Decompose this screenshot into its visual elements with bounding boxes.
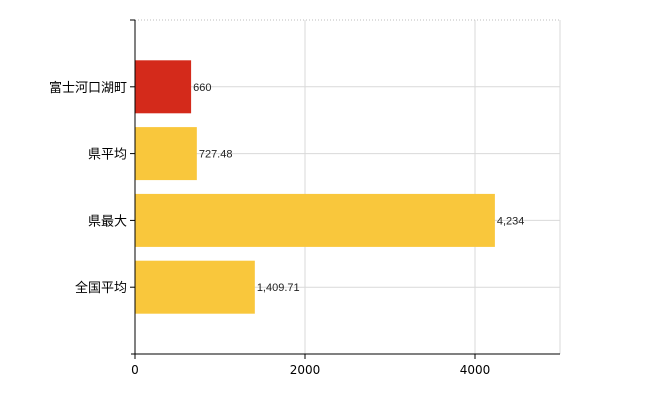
labels: 660 727.48 4,234 1,409.71 0 2000 4000 富士河口湖町県平均… xyxy=(49,80,524,377)
data-label: 1,409.71 xyxy=(257,282,300,294)
bar xyxy=(135,127,197,181)
category-label: 県最大 xyxy=(88,214,127,229)
x-tick-label: 4000 xyxy=(460,363,491,377)
data-label: 4,234 xyxy=(497,215,525,227)
category-label: 県平均 xyxy=(88,148,127,163)
bar xyxy=(135,60,192,114)
bar xyxy=(135,193,495,247)
x-tick-label: 0 xyxy=(131,363,139,377)
bar xyxy=(135,260,255,314)
bars xyxy=(135,60,495,314)
axes xyxy=(130,19,560,359)
data-label: 727.48 xyxy=(199,149,233,161)
data-label: 660 xyxy=(193,82,211,94)
category-label: 全国平均 xyxy=(75,280,127,296)
category-label: 富士河口湖町 xyxy=(49,80,127,96)
x-tick-label: 2000 xyxy=(290,363,321,377)
